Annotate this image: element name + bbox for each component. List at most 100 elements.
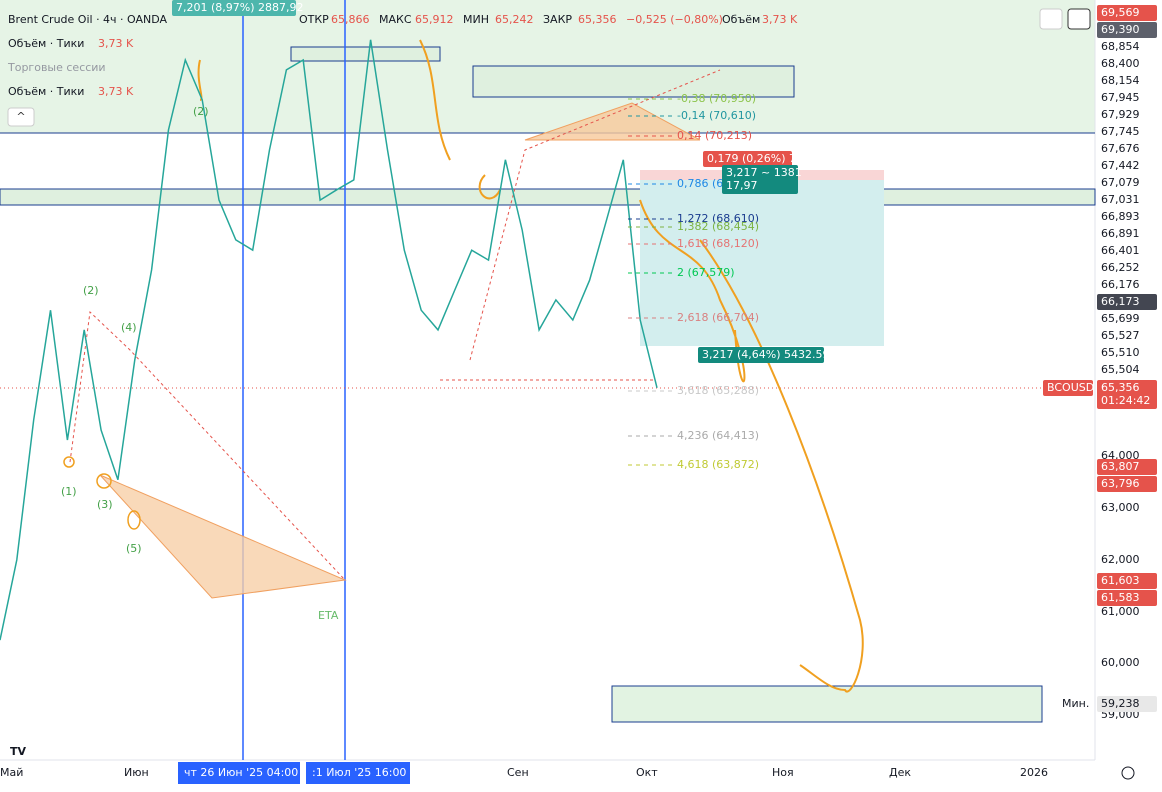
min-label: Мин. (1062, 697, 1089, 710)
price-scale-label-bg (1097, 476, 1157, 492)
indicator-name: Объём · Тики (8, 37, 84, 50)
time-label: Июн (124, 766, 149, 779)
target-zone (640, 180, 884, 346)
price-scale-label-bg (1097, 393, 1157, 409)
price-scale-label: 65,356 (1101, 381, 1140, 394)
measure-tag-bg (722, 165, 798, 181)
header-low-label: МИН (463, 13, 489, 26)
price-scale-label-bg (1097, 573, 1157, 589)
scroll-button[interactable] (1039, 8, 1063, 30)
price-scale-label: 63,000 (1101, 501, 1140, 514)
price-scale-label: 65,699 (1101, 312, 1140, 325)
measure-tag: 7,201 (8,97%) 2887,92 (176, 1, 304, 14)
fullscreen-button[interactable] (1067, 8, 1091, 30)
indicator-name: Торговые сессии (7, 61, 106, 74)
settings-button[interactable] (1121, 766, 1135, 780)
measure-tag-bg (172, 0, 296, 16)
header-high-label: МАКС (379, 13, 412, 26)
price-scale-label: 67,079 (1101, 176, 1140, 189)
time-label: Дек (889, 766, 911, 779)
wave-mark (63, 456, 75, 468)
min-value-bg (1097, 696, 1157, 712)
fib-label: 1,382 (68,454) (677, 220, 759, 233)
price-scale-label: 62,000 (1101, 553, 1140, 566)
indicator-name: Объём · Тики (8, 85, 84, 98)
header-symbol: Brent Crude Oil · 4ч · OANDA (8, 13, 168, 26)
header-volume: 3,73 K (762, 13, 798, 26)
header-volume-label: Объём (722, 13, 760, 26)
price-scale-label: 61,583 (1101, 591, 1140, 604)
price-scale-label: 66,252 (1101, 261, 1140, 274)
wave-label: (5) (126, 542, 142, 555)
price-scale-label-bg (1097, 294, 1157, 310)
hand-drawn (197, 39, 501, 200)
price-scale-label: 67,676 (1101, 142, 1140, 155)
price-scale-label: 67,945 (1101, 91, 1140, 104)
fib-label: 3,618 (65,288) (677, 384, 759, 397)
hand-drawn-forecast (639, 199, 864, 693)
fib-label: -0,14 (70,610) (677, 109, 756, 122)
fib-label: 4,618 (63,872) (677, 458, 759, 471)
price-scale-label: 65,504 (1101, 363, 1140, 376)
time-label: чт 26 Июн '25 04:00 (184, 766, 298, 779)
header-change: −0,525 (−0,80%) (626, 13, 723, 26)
symbol-tag: BCOUSD (1047, 381, 1094, 394)
measure-tag: 3,217 (4,64%) 5432.59 (702, 348, 830, 361)
zone-box (0, 188, 1096, 206)
time-label: :1 Июл '25 16:00 (312, 766, 406, 779)
fib-label: -0,38 (70,950) (677, 92, 756, 105)
measure-tag: 17,97 (726, 179, 758, 192)
wave-label: (2) (193, 105, 209, 118)
collapse-icon: ^ (16, 110, 25, 123)
wave-label: (3) (97, 498, 113, 511)
fib-label: 0,14 (70,213) (677, 129, 752, 142)
header-close: 65,356 (578, 13, 617, 26)
logo: TV (10, 745, 27, 758)
price-scale-label: 60,000 (1101, 656, 1140, 669)
header-close-label: ЗАКР (543, 13, 572, 26)
zone-box (472, 65, 795, 98)
price-scale-label: 65,527 (1101, 329, 1140, 342)
price-scale-label: 66,173 (1101, 295, 1140, 308)
price-scale-label: 66,176 (1101, 278, 1140, 291)
price-scale-label: 67,929 (1101, 108, 1140, 121)
price-scale-label: 66,891 (1101, 227, 1140, 240)
zone-box (611, 685, 1043, 723)
price-scale-label: 63,796 (1101, 477, 1140, 490)
measure-tag: 3,217 ~ 1381 (726, 166, 802, 179)
price-scale-label: 68,854 (1101, 40, 1140, 53)
price-scale-label: 65,510 (1101, 346, 1140, 359)
header-open: 65,866 (331, 13, 370, 26)
price-scale-label: 01:24:42 (1101, 394, 1150, 407)
price-scale-label: 67,745 (1101, 125, 1140, 138)
price-line (0, 39, 658, 641)
wave-line (469, 69, 721, 361)
time-label: Сен (507, 766, 529, 779)
price-scale-label: 66,893 (1101, 210, 1140, 223)
price-scale-label-bg (1097, 22, 1157, 38)
pattern-label: ETA (318, 609, 339, 622)
collapse-button[interactable] (7, 107, 35, 127)
price-scale-label: 67,442 (1101, 159, 1140, 172)
price-scale-label: 66,401 (1101, 244, 1140, 257)
price-scale-label-bg (1097, 5, 1157, 21)
price-scale-label: 68,154 (1101, 74, 1140, 87)
time-label: Окт (636, 766, 658, 779)
wave-mark (96, 473, 112, 489)
fib-label: 1,618 (68,120) (677, 237, 759, 250)
time-highlight (178, 762, 300, 784)
time-label: Ноя (772, 766, 794, 779)
price-scale-label-bg (1097, 459, 1157, 475)
min-value: 59,238 (1101, 697, 1140, 710)
measure-tag-bg (703, 151, 792, 167)
price-scale-label: 64,000 (1101, 449, 1140, 462)
price-scale-label: 69,569 (1101, 6, 1140, 19)
triangle (524, 102, 701, 141)
header-high: 65,912 (415, 13, 454, 26)
header-low: 65,242 (495, 13, 534, 26)
price-scale-label: 69,390 (1101, 23, 1140, 36)
wave-label: (4) (121, 321, 137, 334)
time-label: Май (0, 766, 23, 779)
time-highlight (306, 762, 410, 784)
